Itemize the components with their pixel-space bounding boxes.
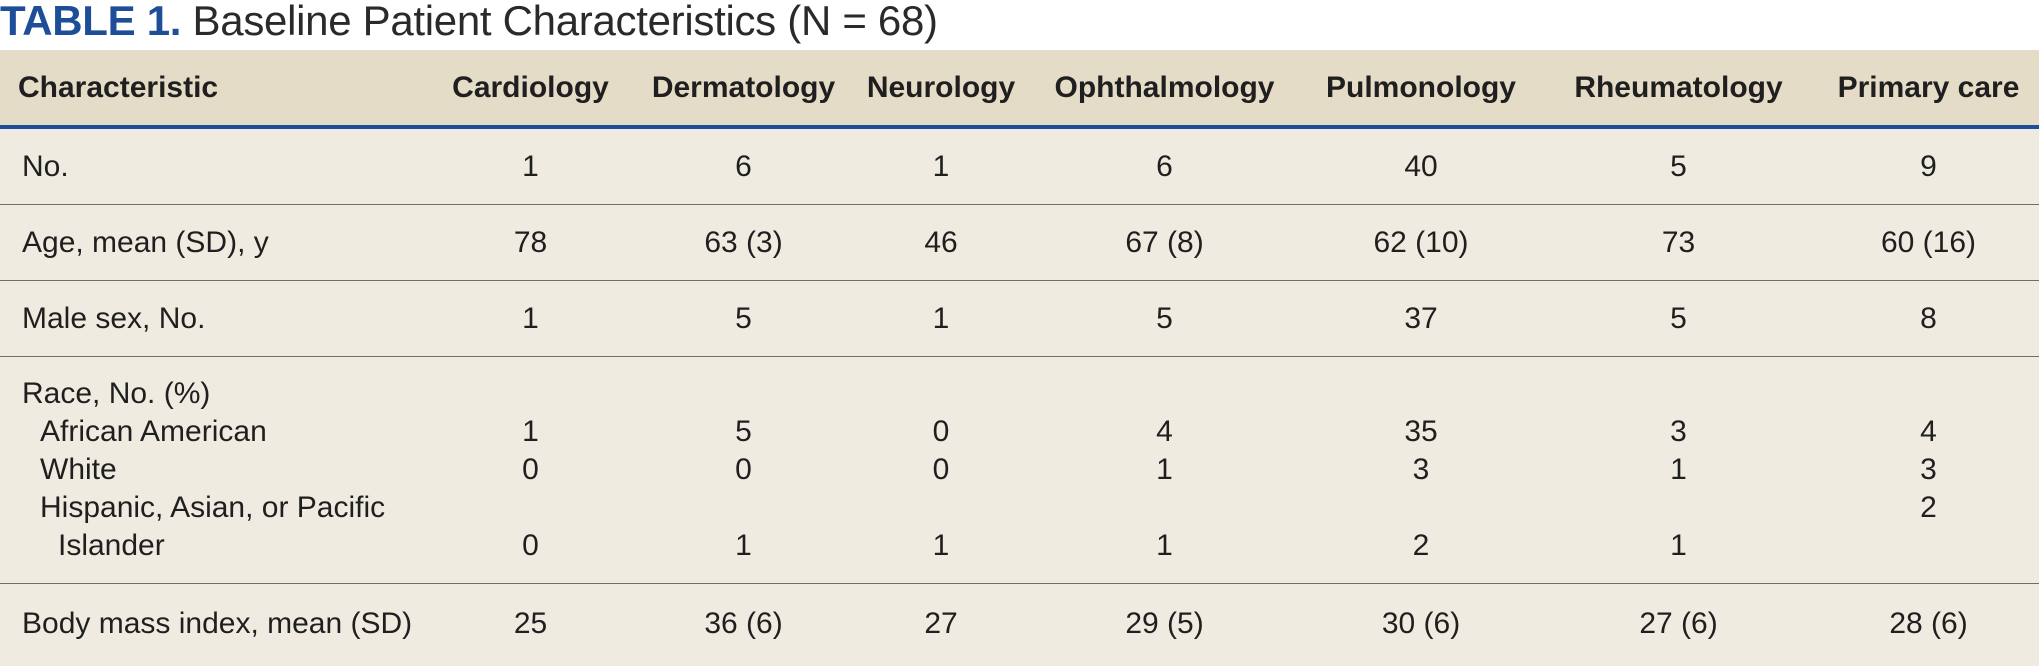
cell-pulmonology: 40 (1303, 127, 1539, 205)
cell-rheumatology: 3 1 1 (1539, 356, 1818, 584)
race-african-american-label: African American (40, 415, 267, 448)
cell-cardiology: 25 (513, 607, 548, 640)
cell-dermatology: 36 (6) (704, 607, 783, 640)
column-header-ophthalmology: Ophthalmology (1026, 50, 1303, 129)
race-aa-value: 35 (1404, 415, 1438, 448)
cell-cardiology: 78 (430, 204, 631, 281)
race-aa-value: 5 (735, 415, 752, 448)
race-aa-value: 1 (522, 415, 539, 448)
cell-cardiology: 1 0 0 (430, 356, 631, 584)
table-row-male-sex: Male sex, No. 1 5 1 5 37 5 8 (0, 280, 2039, 357)
race-white-value: 3 (1920, 453, 1937, 486)
race-white-label: White (40, 453, 117, 486)
race-hispanic-value: 1 (932, 529, 950, 562)
column-header-characteristic: Characteristic (0, 50, 430, 129)
race-white-value: 0 (735, 453, 752, 486)
cell-dermatology: 5 (631, 280, 856, 357)
cell-neurology: 1 (856, 280, 1026, 357)
table-row-no: No. 1 6 1 6 40 5 9 (0, 127, 2039, 205)
cell-primary-care: 60 (16) (1818, 204, 2039, 281)
row-label: Body mass index, mean (SD) (22, 607, 413, 640)
cell-ophthalmology: 6 (1026, 127, 1303, 205)
cell-primary-care: 4 3 2 (1818, 356, 2039, 584)
column-header-rheumatology: Rheumatology (1539, 50, 1818, 129)
cell-rheumatology: 27 (6) (1639, 607, 1718, 640)
race-hispanic-label-line1: Hispanic, Asian, or Pacific (40, 491, 386, 524)
column-header-dermatology: Dermatology (631, 50, 856, 129)
race-hispanic-value: 1 (1156, 529, 1173, 562)
table-row-race: Race, No. (%) African American White His… (0, 356, 2039, 584)
table-row-bmi: Body mass index, mean (SD) 25 36 (6) 27 … (0, 584, 2039, 665)
race-hispanic-value: 1 (735, 529, 752, 562)
table-title-text: Baseline Patient Characteristics (N = 68… (181, 0, 939, 44)
race-white-value: 3 (1412, 453, 1430, 486)
cell-neurology: 27 (924, 607, 958, 640)
cell-neurology: 1 (856, 127, 1026, 205)
table-title: TABLE 1. Baseline Patient Characteristic… (0, 0, 938, 50)
race-hispanic-value: 2 (1412, 529, 1430, 562)
cell-primary-care: 9 (1818, 127, 2039, 205)
race-hispanic-value: 2 (1920, 491, 1937, 524)
cell-pulmonology: 37 (1303, 280, 1539, 357)
cell-cardiology: 1 (430, 280, 631, 357)
cell-rheumatology: 5 (1539, 127, 1818, 205)
row-label: No. (0, 127, 430, 205)
race-aa-value: 3 (1670, 415, 1687, 448)
race-hispanic-value: 1 (1670, 529, 1687, 562)
column-header-neurology: Neurology (856, 50, 1026, 129)
cell-rheumatology: 73 (1539, 204, 1818, 281)
race-aa-value: 4 (1920, 415, 1937, 448)
column-header-pulmonology: Pulmonology (1303, 50, 1539, 129)
row-label: Age, mean (SD), y (0, 204, 430, 281)
cell-ophthalmology: 67 (8) (1026, 204, 1303, 281)
race-hispanic-label-line2: Islander (58, 529, 165, 562)
cell-dermatology: 63 (3) (631, 204, 856, 281)
cell-primary-care: 28 (6) (1889, 607, 1968, 640)
cell-primary-care: 8 (1818, 280, 2039, 357)
cell-pulmonology: 30 (6) (1381, 607, 1461, 640)
race-aa-value: 0 (932, 415, 950, 448)
column-header-cardiology: Cardiology (430, 50, 631, 129)
cell-neurology: 46 (856, 204, 1026, 281)
cell-dermatology: 6 (631, 127, 856, 205)
race-aa-value: 4 (1156, 415, 1173, 448)
row-label: Male sex, No. (0, 280, 430, 357)
table-row-age: Age, mean (SD), y 78 63 (3) 46 67 (8) 62… (0, 204, 2039, 281)
table-container: Characteristic Cardiology Dermatology Ne… (0, 50, 2039, 666)
cell-neurology: 0 0 1 (856, 356, 1026, 584)
cell-ophthalmology: 4 1 1 (1026, 356, 1303, 584)
race-heading: Race, No. (%) (22, 377, 211, 410)
table-title-label: TABLE 1. (0, 0, 182, 44)
cell-cardiology: 1 (430, 127, 631, 205)
race-white-value: 0 (932, 453, 950, 486)
cell-rheumatology: 5 (1539, 280, 1818, 357)
race-white-value: 1 (1156, 453, 1173, 486)
row-label-race: Race, No. (%) African American White His… (0, 356, 430, 584)
characteristics-table: Characteristic Cardiology Dermatology Ne… (0, 50, 2039, 664)
cell-ophthalmology: 5 (1026, 280, 1303, 357)
cell-pulmonology: 35 3 2 (1303, 356, 1539, 584)
cell-ophthalmology: 29 (5) (1125, 607, 1204, 640)
race-hispanic-value: 0 (522, 529, 539, 562)
cell-dermatology: 5 0 1 (631, 356, 856, 584)
race-white-value: 1 (1670, 453, 1687, 486)
header-row: Characteristic Cardiology Dermatology Ne… (0, 50, 2039, 129)
column-header-primary-care: Primary care (1818, 50, 2039, 129)
cell-pulmonology: 62 (10) (1303, 204, 1539, 281)
race-white-value: 0 (522, 453, 539, 486)
